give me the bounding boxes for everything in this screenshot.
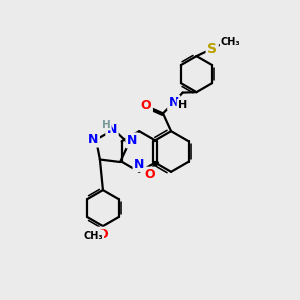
Text: CH₃: CH₃ xyxy=(221,38,241,47)
Text: H: H xyxy=(178,100,187,110)
Text: O: O xyxy=(144,168,155,181)
Text: N: N xyxy=(134,158,144,171)
Text: CH₃: CH₃ xyxy=(83,231,103,241)
Text: N: N xyxy=(169,97,179,110)
Text: S: S xyxy=(207,42,217,56)
Text: N: N xyxy=(127,134,137,147)
Text: O: O xyxy=(141,100,152,112)
Text: N: N xyxy=(107,123,117,136)
Text: N: N xyxy=(88,133,98,146)
Text: O: O xyxy=(98,228,108,241)
Text: H: H xyxy=(102,120,111,130)
